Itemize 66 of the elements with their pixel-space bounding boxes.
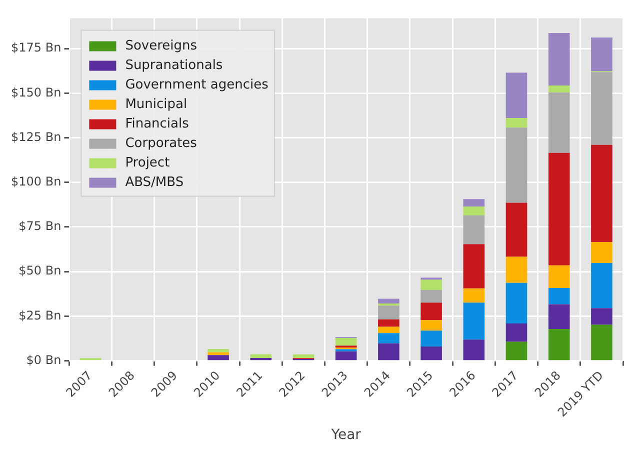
bar <box>506 128 528 203</box>
legend-label: Supranationals <box>125 58 223 74</box>
bar <box>591 263 612 308</box>
bar <box>420 280 442 290</box>
bar <box>506 342 528 360</box>
bar <box>548 329 570 360</box>
bar <box>548 92 570 153</box>
y-tick-label: $125 Bn <box>10 130 62 144</box>
legend-label: Government agencies <box>125 78 269 93</box>
y-tick-label: $150 Bn <box>10 85 62 100</box>
y-tick-label: $175 Bn <box>10 40 62 55</box>
bar <box>591 308 612 325</box>
bar <box>420 346 442 360</box>
bar <box>591 144 612 242</box>
y-tick-label: $0 Bn <box>26 352 62 367</box>
bar <box>208 349 229 352</box>
legend-label: Municipal <box>125 97 188 112</box>
bar <box>378 319 400 327</box>
bar <box>208 355 229 360</box>
bar <box>506 202 528 257</box>
legend-label: Financials <box>125 116 190 132</box>
bar <box>463 215 485 244</box>
bar <box>463 244 485 288</box>
bar <box>463 288 485 303</box>
bar <box>506 282 528 324</box>
bar <box>548 265 570 288</box>
y-tick-label: $50 Bn <box>18 264 62 278</box>
bar <box>463 206 485 216</box>
legend-label: Corporates <box>125 136 198 152</box>
bar <box>463 302 485 340</box>
bar <box>378 326 400 334</box>
bar <box>548 152 570 266</box>
bar <box>463 199 485 206</box>
bar <box>548 85 570 92</box>
bar <box>250 358 272 360</box>
bar <box>506 324 528 342</box>
bar <box>378 306 400 320</box>
y-tick-label: $75 Bn <box>18 219 62 234</box>
bar <box>506 118 528 128</box>
bar <box>292 354 314 358</box>
legend-label: Project <box>125 156 170 171</box>
bar <box>250 354 272 358</box>
bar <box>420 290 442 303</box>
bar <box>420 302 442 320</box>
bar <box>378 333 400 344</box>
bar <box>378 298 400 304</box>
bar <box>591 324 612 360</box>
bar <box>548 288 570 304</box>
bar <box>591 37 612 72</box>
y-tick-label: $25 Bn <box>18 308 62 322</box>
legend-label: ABS/MBS <box>125 175 184 190</box>
bar <box>591 72 612 145</box>
bar <box>420 330 442 347</box>
bar <box>548 33 570 86</box>
bar <box>591 242 612 264</box>
bar <box>335 338 357 346</box>
x-axis-title: Year <box>330 427 362 444</box>
bar <box>548 304 570 330</box>
bar <box>506 72 528 118</box>
bar <box>420 320 442 331</box>
bar <box>378 343 400 360</box>
bar <box>335 351 357 360</box>
bar <box>463 340 485 360</box>
y-tick-label: $100 Bn <box>10 174 62 188</box>
bar <box>506 256 528 283</box>
legend-label: Sovereigns <box>125 38 198 54</box>
